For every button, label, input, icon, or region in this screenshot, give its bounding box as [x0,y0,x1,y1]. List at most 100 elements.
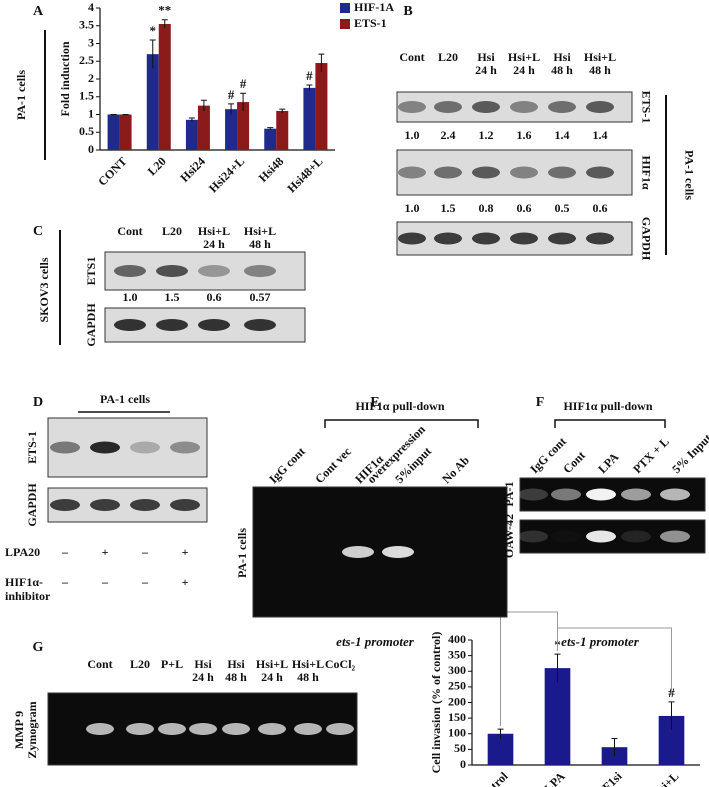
lane-label: 48 h [225,670,247,684]
panel-header: HIF1α pull-down [563,399,652,413]
treatment-sign: – [61,545,69,559]
quantification: 1.4 [593,128,608,142]
band [548,101,576,113]
lane-label: Hsi+L [256,657,288,671]
band [170,441,200,454]
error-bar [668,701,675,730]
band [398,101,426,113]
quantification: 0.6 [517,201,532,215]
lane-label: 48 h [589,63,611,77]
error-bar [306,84,313,91]
footer: ets-1 promoter [336,634,415,649]
band [586,166,614,179]
lane-label: 5% Input [669,431,709,476]
panel-letter: G [33,640,44,655]
quantification: 0.57 [250,290,271,304]
band [326,723,354,735]
panel-header: HIF1α pull-down [355,399,444,413]
lane-label: IgG cont [266,444,308,486]
band [126,723,154,735]
panel-letter: B [403,4,412,19]
row-label: OAW-42 [502,514,516,558]
row-label: ETS-1 [25,431,39,464]
quantification: 1.5 [165,290,180,304]
lane-label: LPA [595,450,621,476]
error-bar [279,108,286,113]
lane-label: Hsi [227,657,245,671]
band [621,530,651,543]
x-tick-label: Control [473,769,511,787]
y-axis-title: Fold induction [58,41,72,116]
x-tick-label: HIF1si+L [636,769,681,787]
lane-label: Hsi+L [508,50,540,64]
x-tick-label: LPA [541,769,567,787]
panel-letter: D [33,395,43,410]
panel-header: PA-1 cells [100,392,150,406]
treatment-sign: – [101,575,109,589]
row-label: PA-1 [502,481,516,506]
y-tick-label: 4 [88,0,94,14]
bar [237,102,250,150]
side-label: PA-1 cells [14,70,28,120]
band [222,723,250,735]
treatment-sign: – [61,575,69,589]
legend-swatch [340,3,350,13]
blot [252,486,508,618]
legend-label: HIF-1A [354,0,394,14]
y-tick-label: 100 [448,726,466,740]
lane-label: 48 h [249,237,271,251]
band [472,101,500,113]
quantification: 1.5 [441,201,456,215]
quantification: 1.0 [405,128,420,142]
x-tick-label: Hsi24+L [206,154,247,195]
lane-label: 24 h [261,670,283,684]
band [472,232,500,245]
y-tick-label: 2 [88,71,94,85]
bar [225,109,238,150]
y-axis-title: Cell invasion (% of control) [429,632,443,774]
quantification: 1.6 [517,128,532,142]
lane-label: Cont [560,448,588,476]
band [398,166,426,179]
error-bar [228,103,235,115]
error-bar [318,53,325,72]
lane-label: Cont [399,50,424,64]
band [342,546,374,558]
quantification: 0.6 [207,290,222,304]
bar [276,110,289,150]
lane-label: Hsi+L [584,50,616,64]
band [198,265,230,277]
bar [185,119,198,150]
significance-marker: # [240,76,247,91]
band [586,530,616,543]
significance-marker: * [150,23,157,38]
panel-letter: A [33,4,44,19]
row-label: GAPDH [25,483,39,527]
lane-label: 24 h [513,63,535,77]
x-tick-label: Hsi24 [177,154,208,185]
band [586,101,614,113]
side-label: PA-1 cells [682,150,696,200]
lane-label: Hsi [194,657,212,671]
lane-label: Cont vec [312,444,354,486]
band [518,488,548,501]
y-tick-label: 3 [88,35,94,49]
bar [544,668,571,765]
y-tick-label: 150 [448,710,466,724]
treatment-label: LPA20 [5,545,40,559]
legend-swatch [340,19,350,29]
side-label: SKOV3 cells [37,257,51,322]
quantification: 0.6 [593,201,608,215]
y-tick-label: 1.5 [79,89,94,103]
quantification: 1.4 [555,128,570,142]
row-label: GAPDH [84,303,98,347]
bar [146,54,159,150]
band [86,723,114,735]
quantification: 1.0 [405,201,420,215]
error-bar [188,117,195,122]
bar [601,747,628,765]
panel-letter: F [536,395,545,410]
lane-label: Hsi [553,50,571,64]
band [660,530,690,543]
x-tick-label: L20 [145,154,169,178]
